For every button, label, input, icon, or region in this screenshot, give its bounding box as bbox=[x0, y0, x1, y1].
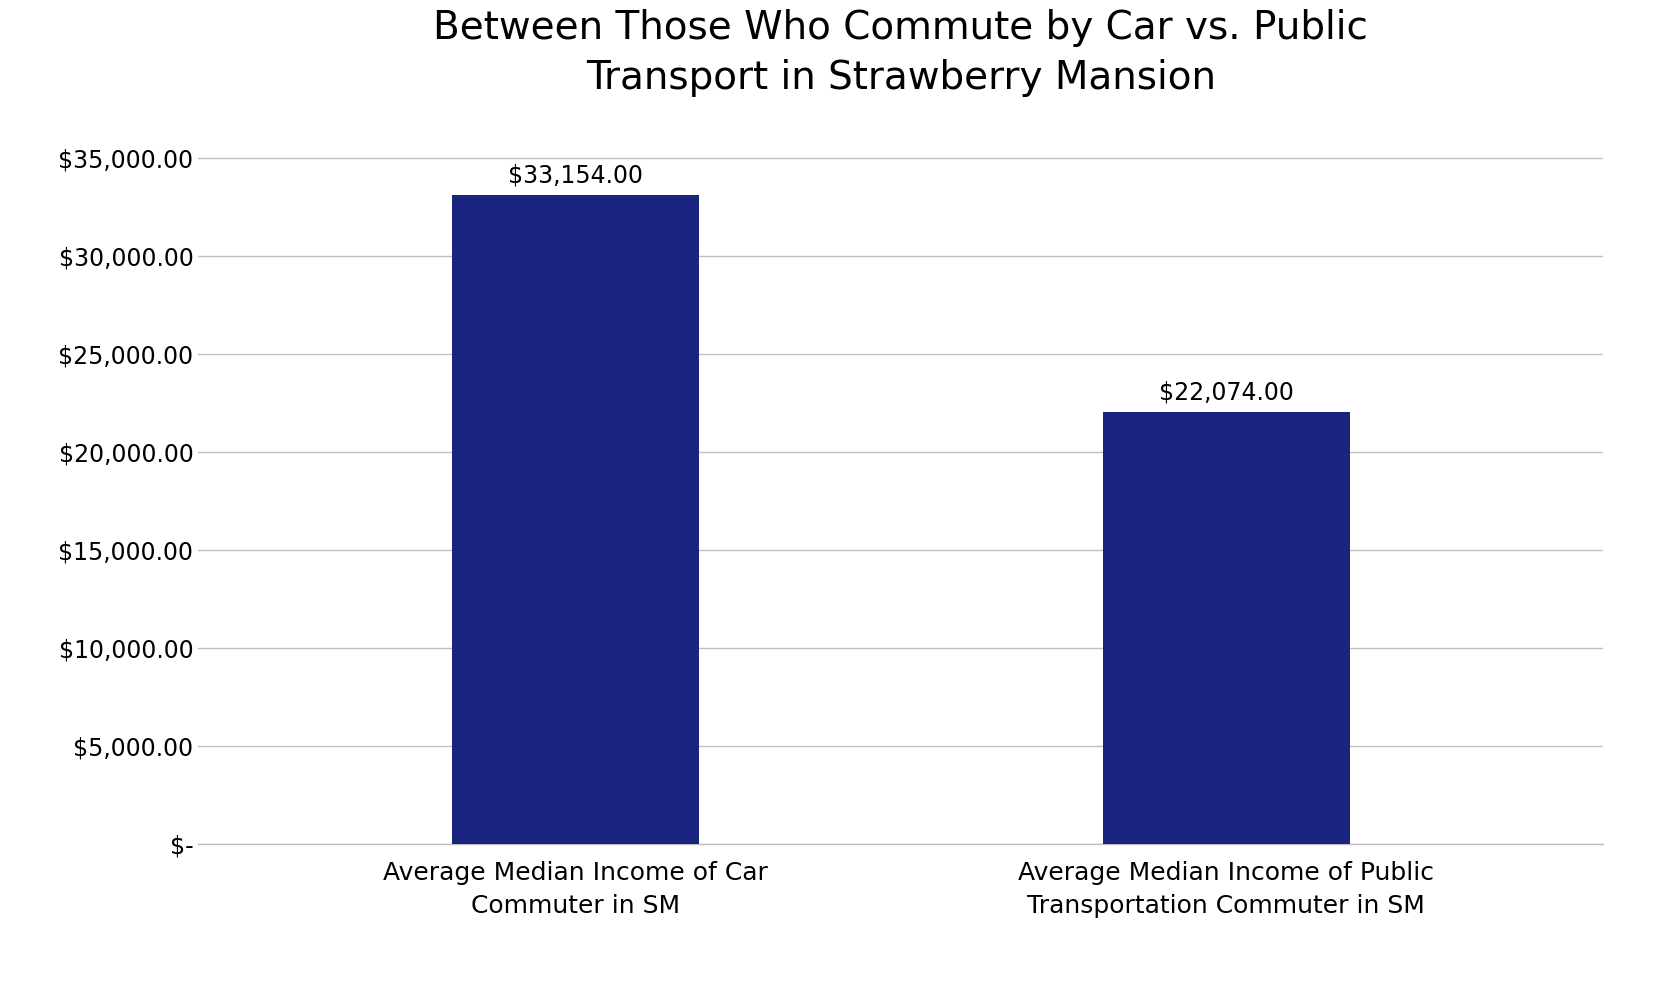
Bar bbox=[1103, 411, 1351, 844]
Bar bbox=[451, 195, 699, 844]
Text: $33,154.00: $33,154.00 bbox=[507, 164, 643, 188]
Title: The Difference in Median Income in 2017
Between Those Who Commute by Car vs. Pub: The Difference in Median Income in 2017 … bbox=[433, 0, 1369, 96]
Text: $22,074.00: $22,074.00 bbox=[1159, 380, 1294, 405]
